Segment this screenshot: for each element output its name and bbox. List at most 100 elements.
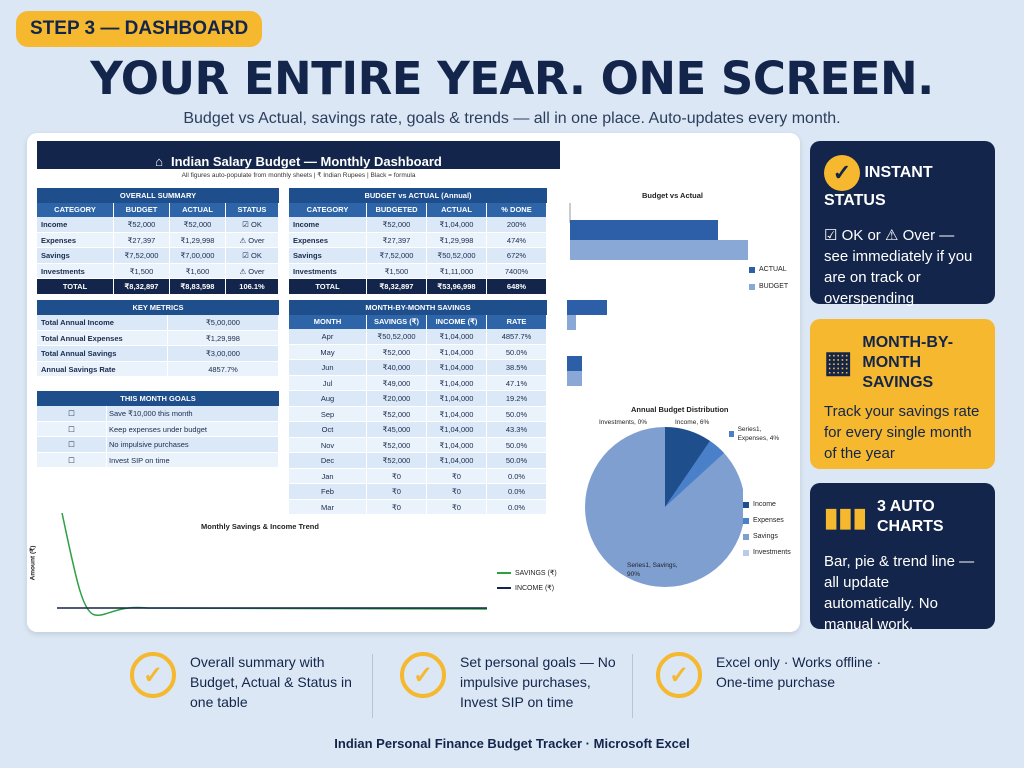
bar-chart-icon: ▮▮▮ <box>824 502 867 532</box>
table-cell: ₹52,000 <box>170 217 226 233</box>
table-cell: Income <box>37 217 114 233</box>
bottom-feature-text: Excel only · Works offline · One-time pu… <box>716 654 882 690</box>
bar-budget-3 <box>567 371 582 386</box>
table-cell: Income <box>289 217 367 233</box>
total-cell: TOTAL <box>289 279 367 294</box>
table-cell: Jul <box>289 375 367 391</box>
col-header: STATUS <box>226 203 279 217</box>
table-row: Dec ₹52,000 ₹1,04,000 50.0% <box>289 453 547 469</box>
savings-line <box>61 513 488 616</box>
table-row: Feb ₹0 ₹0 0.0% <box>289 484 547 500</box>
table-row: Annual Savings Rate 4857.7% <box>37 361 279 377</box>
table-cell: ₹1,04,000 <box>427 375 487 391</box>
footer: Indian Personal Finance Budget Tracker ·… <box>334 736 690 751</box>
total-cell: TOTAL <box>37 279 114 294</box>
total-cell: ₹8,83,598 <box>170 279 226 294</box>
table-cell: ⚠ Over <box>226 263 279 279</box>
table-row: Jul ₹49,000 ₹1,04,000 47.1% <box>289 375 547 391</box>
bottom-feature-2: ✓ Set personal goals — No impulsive purc… <box>400 652 630 712</box>
goals-table: THIS MONTH GOALS ☐ Save ₹10,000 this mont… <box>37 391 279 468</box>
table-cell: 0.0% <box>487 484 547 500</box>
legend-budget: BUDGET <box>749 283 788 290</box>
calendar-icon: ▦ <box>824 346 853 379</box>
table-cell: ☑ OK <box>226 217 279 233</box>
table-cell: ₹5,00,000 <box>168 315 279 331</box>
table-cell: ₹1,29,998 <box>170 232 226 248</box>
bottom-feature-text: Overall summary with Budget, Actual & St… <box>190 654 352 710</box>
table-cell: Investments <box>37 263 114 279</box>
table-cell: Aug <box>289 391 367 407</box>
table-cell: Nov <box>289 437 367 453</box>
table-cell: 50.0% <box>487 437 547 453</box>
table-cell: ₹1,29,998 <box>168 330 279 346</box>
check-circle-icon: ✓ <box>400 652 446 698</box>
table-cell: Apr <box>289 329 367 345</box>
table-cell: 38.5% <box>487 360 547 376</box>
col-header: % DONE <box>487 203 547 217</box>
table-cell: ₹1,04,000 <box>427 422 487 438</box>
table-cell: ₹0 <box>427 468 487 484</box>
table-cell: ₹1,04,000 <box>427 217 487 233</box>
side-card-instant-status: ✓ INSTANT STATUS ☑ OK or ⚠ Over — see im… <box>810 141 995 307</box>
total-cell: 648% <box>487 279 547 294</box>
legend-actual: ACTUAL <box>749 266 787 273</box>
col-header: SAVINGS (₹) <box>367 315 427 329</box>
col-header: CATEGORY <box>37 203 114 217</box>
table-cell: 47.1% <box>487 375 547 391</box>
table-cell: Total Annual Savings <box>37 346 168 362</box>
table-row: Expenses ₹27,397 ₹1,29,998 ⚠ Over <box>37 232 279 248</box>
pie-label: Series1, Expenses, 4% <box>729 425 789 443</box>
table-row: Mar ₹0 ₹0 0.0% <box>289 499 547 515</box>
mbm-title: MONTH-BY-MONTH SAVINGS <box>289 300 547 315</box>
pie-legend-savings: Savings <box>743 533 778 540</box>
bar-actual-3 <box>567 356 582 371</box>
table-cell: Jun <box>289 360 367 376</box>
table-cell: May <box>289 344 367 360</box>
trend-chart-title: Monthly Savings & Income Trend <box>201 522 319 531</box>
table-cell: ₹0 <box>367 484 427 500</box>
step-badge: STEP 3 — DASHBOARD <box>16 11 263 47</box>
table-cell: ₹52,000 <box>367 406 427 422</box>
col-header: BUDGET <box>114 203 170 217</box>
checkbox-icon[interactable]: ☐ <box>37 452 107 468</box>
goal-text: No impulsive purchases <box>107 437 279 453</box>
check-circle-icon: ✓ <box>656 652 702 698</box>
side-card-title: ✓ INSTANT STATUS <box>824 155 981 211</box>
table-cell: Annual Savings Rate <box>37 361 168 377</box>
col-header: BUDGETED <box>367 203 427 217</box>
table-cell: ₹1,04,000 <box>427 360 487 376</box>
table-row: Oct ₹45,000 ₹1,04,000 43.3% <box>289 422 547 438</box>
bar-budget-1 <box>570 240 748 260</box>
table-row: Savings ₹7,52,000 ₹7,00,000 ☑ OK <box>37 248 279 264</box>
legend-income: INCOME (₹) <box>497 584 554 592</box>
table-cell: 474% <box>487 232 547 248</box>
bottom-feature-text: Set personal goals — No impulsive purcha… <box>460 654 616 710</box>
table-cell: 50.0% <box>487 406 547 422</box>
side-card-month-savings: ▦ MONTH-BY-MONTH SAVINGS Track your savin… <box>810 319 995 469</box>
bva-title: BUDGET vs ACTUAL (Annual) <box>289 188 547 203</box>
col-header: RATE <box>487 315 547 329</box>
checkbox-icon[interactable]: ☐ <box>37 437 107 453</box>
divider <box>632 654 633 718</box>
key-metrics-table: KEY METRICS Total Annual Income ₹5,00,000… <box>37 300 279 377</box>
checkbox-icon[interactable]: ☐ <box>37 406 107 422</box>
table-row: Total Annual Income ₹5,00,000 <box>37 315 279 331</box>
col-header: ACTUAL <box>427 203 487 217</box>
table-cell: ₹1,29,998 <box>427 232 487 248</box>
table-cell: ⚠ Over <box>226 232 279 248</box>
table-cell: ₹27,397 <box>114 232 170 248</box>
table-cell: Total Annual Income <box>37 315 168 331</box>
pie-legend-income: Income <box>743 501 776 508</box>
table-cell: Savings <box>37 248 114 264</box>
table-cell: 4857.7% <box>168 361 279 377</box>
table-row: Total Annual Expenses ₹1,29,998 <box>37 330 279 346</box>
table-cell: Total Annual Expenses <box>37 330 168 346</box>
overall-summary-table: OVERALL SUMMARY CATEGORY BUDGET ACTUAL S… <box>37 188 279 294</box>
goal-row: ☐ Keep expenses under budget <box>37 421 279 437</box>
goal-row: ☐ No impulsive purchases <box>37 437 279 453</box>
table-row: Sep ₹52,000 ₹1,04,000 50.0% <box>289 406 547 422</box>
table-cell: ₹1,04,000 <box>427 391 487 407</box>
table-row: Investments ₹1,500 ₹1,11,000 7400% <box>289 263 547 279</box>
col-header: INCOME (₹) <box>427 315 487 329</box>
checkbox-icon[interactable]: ☐ <box>37 421 107 437</box>
